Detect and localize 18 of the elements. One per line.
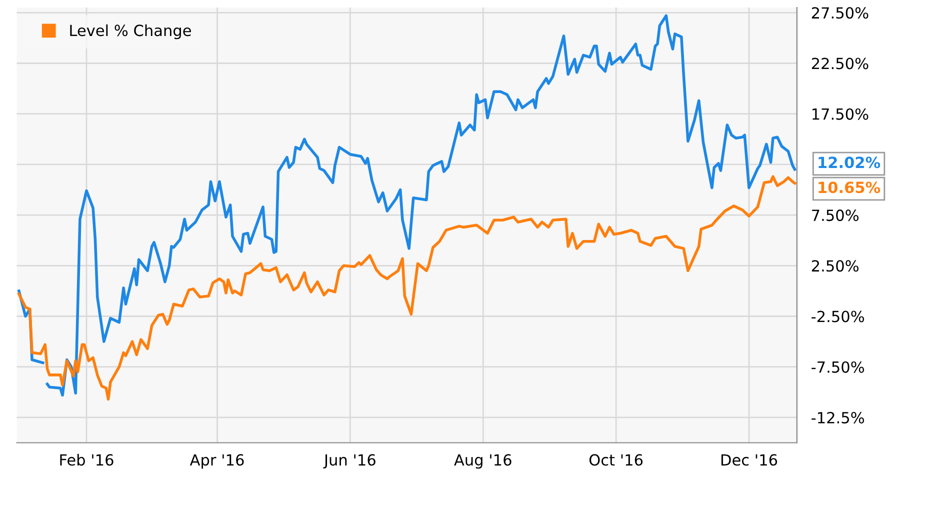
y-tick-label: 17.50% — [812, 108, 868, 120]
annotation: 10.65% — [818, 182, 880, 194]
y-tick-label: 22.50% — [812, 58, 868, 70]
legend-label: Level % Change — [70, 24, 191, 40]
annotation: 12.02% — [818, 156, 880, 168]
x-tick-label: Dec '16 — [721, 454, 778, 466]
x-tick-label: Oct '16 — [589, 454, 643, 466]
line-series — [18, 175, 796, 401]
y-tick-label: 7.50% — [812, 210, 859, 222]
y-tick-label: 2.50% — [812, 260, 859, 272]
x-tick-label: Jun '16 — [323, 454, 376, 469]
x-tick-label: Feb '16 — [60, 454, 114, 466]
y-tick-label: -12.5% — [812, 412, 864, 424]
x-tick-label: Aug '16 — [454, 454, 512, 469]
x-tick-label: Apr '16 — [190, 454, 244, 469]
y-tick-label: 27.50% — [812, 7, 868, 19]
y-tick-label: -2.50% — [812, 310, 864, 322]
y-tick-label: -7.50% — [812, 361, 864, 373]
